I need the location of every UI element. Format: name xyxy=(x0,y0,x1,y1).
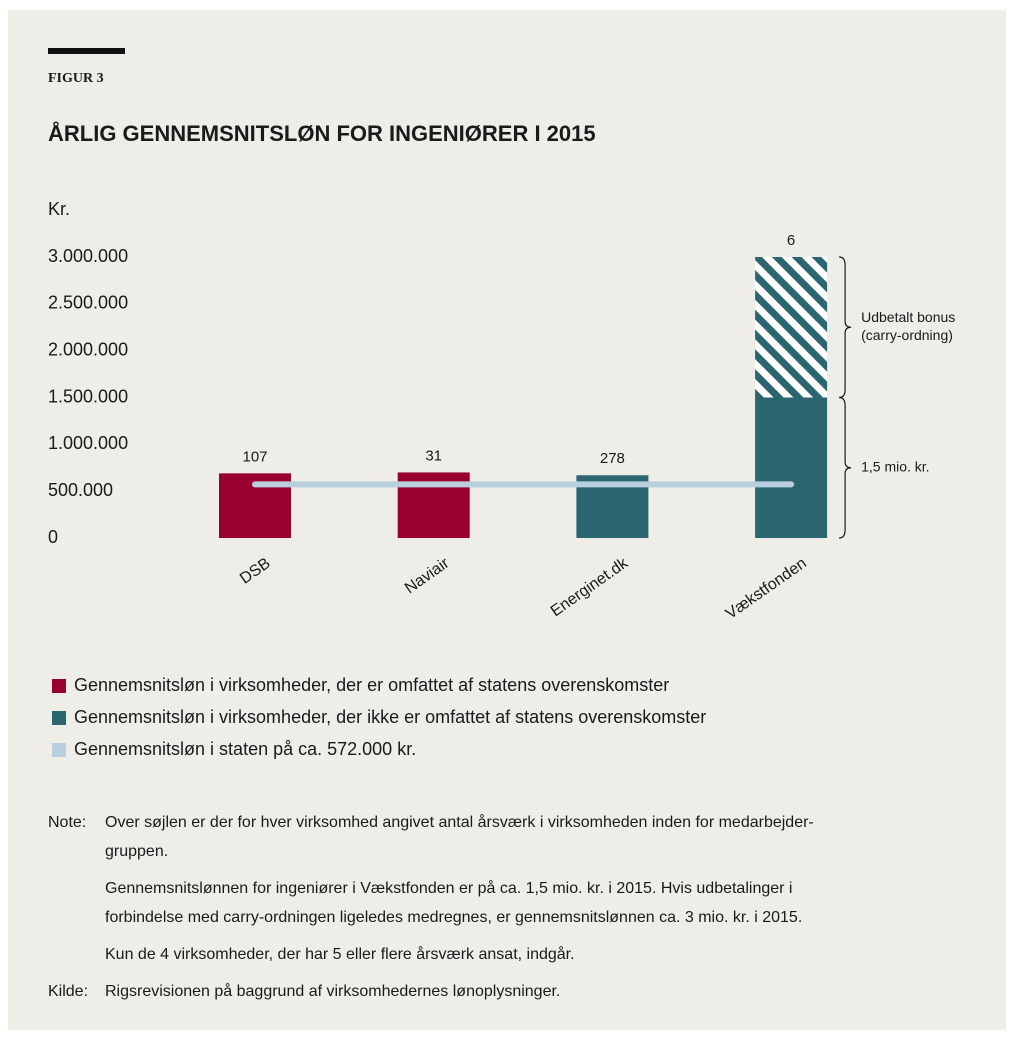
source-text: Rigsrevisionen på baggrund af virksomhed… xyxy=(105,983,561,1000)
legend-label: Gennemsnitsløn i staten på ca. 572.000 k… xyxy=(74,739,416,759)
x-tick-label: Naviair xyxy=(402,554,453,597)
panel xyxy=(8,10,1006,1030)
note-label: Note: xyxy=(48,814,87,831)
figure-label: FIGUR 3 xyxy=(48,71,104,86)
y-tick-label: 1.000.000 xyxy=(48,433,128,453)
note-line: Over søjlen er der for hver virksomhed a… xyxy=(105,814,814,831)
bar-label: 278 xyxy=(600,450,625,467)
spacer xyxy=(105,932,814,940)
chart-title: ÅRLIG GENNEMSNITSLØN FOR INGENIØRER I 20… xyxy=(48,120,596,146)
y-tick-label: 2.500.000 xyxy=(48,293,128,313)
bonus-label: (carry-ordning) xyxy=(861,327,953,343)
note-line: Kun de 4 virksomheder, der har 5 eller f… xyxy=(105,946,575,963)
bonus-bar xyxy=(755,257,828,398)
x-tick-label: Vækstfonden xyxy=(723,555,810,623)
source-label: Kilde: xyxy=(48,983,89,1000)
chart: FIGUR 3 ÅRLIG GENNEMSNITSLØN FOR INGENIØ… xyxy=(48,48,955,759)
bar xyxy=(755,397,828,538)
legend-label: Gennemsnitsløn i virksomheder, der ikke … xyxy=(74,707,706,727)
notes: Note: Over søjlen er der for hver virksom… xyxy=(48,808,988,1006)
note-line: gruppen. xyxy=(105,843,169,860)
y-tick-label: 1.500.000 xyxy=(48,386,128,406)
base-brace xyxy=(839,396,852,539)
y-tick-label: 3.000.000 xyxy=(48,246,128,266)
legend-swatch xyxy=(52,679,66,693)
bonus-label: Udbetalt bonus xyxy=(861,309,955,325)
spacer xyxy=(48,969,988,977)
bar-label: 6 xyxy=(787,232,795,249)
legend-label: Gennemsnitsløn i virksomheder, der er om… xyxy=(74,675,669,695)
x-tick-label: DSB xyxy=(237,555,274,588)
source-row: Kilde: Rigsrevisionen på baggrund af virk… xyxy=(48,977,988,1006)
bar-label: 107 xyxy=(242,448,267,465)
note-line: forbindelse med carry-ordningen ligelede… xyxy=(105,909,803,926)
note-body: Over søjlen er der for hver virksomhed a… xyxy=(105,808,814,969)
figure-rule xyxy=(48,48,125,54)
note-row: Note: Over søjlen er der for hver virksom… xyxy=(48,808,988,969)
legend-swatch xyxy=(52,711,66,725)
y-tick-label: 500.000 xyxy=(48,480,113,500)
legend-swatch xyxy=(52,743,66,757)
y-axis-label: Kr. xyxy=(48,199,70,219)
base-label: 1,5 mio. kr. xyxy=(861,458,929,474)
spacer xyxy=(105,866,814,874)
y-tick-label: 0 xyxy=(48,527,58,547)
y-tick-label: 2.000.000 xyxy=(48,339,128,359)
bonus-brace xyxy=(839,256,852,399)
note-line: Gennemsnitslønnen for ingeniører i Vækst… xyxy=(105,880,793,897)
bar-label: 31 xyxy=(425,447,442,464)
x-tick-label: Energinet.dk xyxy=(548,554,632,620)
